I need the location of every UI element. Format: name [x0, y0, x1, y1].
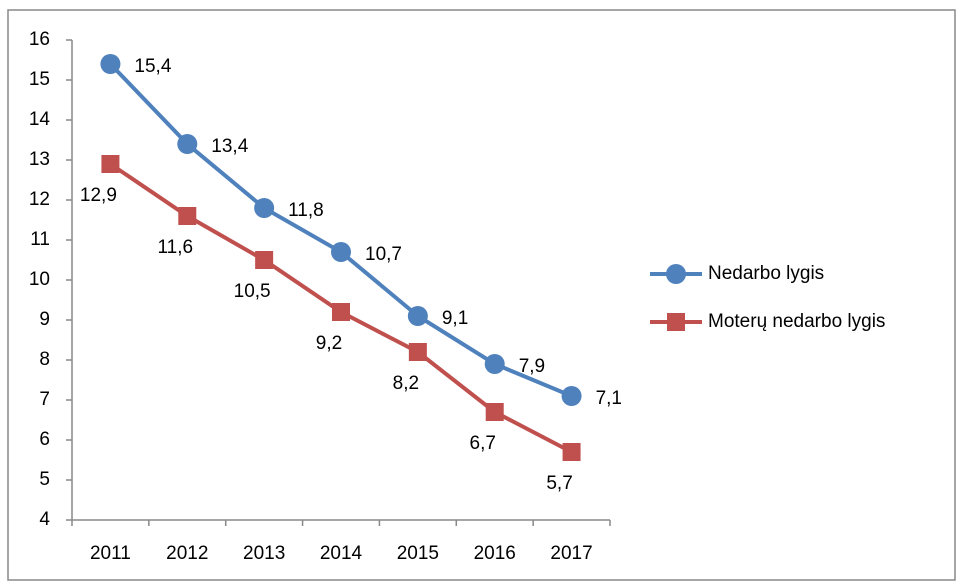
data-label: 6,7	[470, 433, 496, 454]
x-tick-label: 2013	[243, 543, 285, 564]
marker	[101, 155, 120, 173]
y-tick-label: 7	[39, 389, 50, 410]
marker	[485, 403, 504, 421]
marker	[561, 386, 582, 406]
legend-label: Nedarbo lygis	[708, 263, 824, 284]
data-label: 11,6	[157, 237, 193, 258]
x-tick-label: 2016	[474, 543, 516, 564]
data-label: 7,1	[596, 388, 622, 409]
y-tick-label: 15	[29, 69, 50, 90]
data-label: 9,2	[316, 333, 342, 354]
marker	[100, 54, 121, 74]
x-tick-label: 2012	[166, 543, 208, 564]
y-tick-label: 9	[39, 309, 50, 330]
marker	[254, 198, 275, 218]
data-label: 5,7	[546, 473, 572, 494]
marker	[667, 313, 685, 331]
legend-label: Moterų nedarbo lygis	[708, 311, 885, 332]
marker	[484, 354, 505, 374]
x-tick-label: 2011	[90, 543, 131, 564]
x-tick-label: 2014	[320, 543, 363, 564]
y-tick-label: 13	[29, 149, 50, 170]
x-tick-label: 2015	[397, 543, 439, 564]
data-label: 8,2	[393, 373, 419, 394]
chart-border	[7, 9, 956, 581]
data-label: 7,9	[519, 356, 545, 377]
y-tick-label: 16	[29, 29, 50, 50]
marker	[331, 242, 351, 262]
marker	[666, 264, 686, 284]
y-tick-label: 5	[39, 469, 50, 490]
y-tick-label: 6	[39, 429, 50, 450]
data-label: 15,4	[134, 56, 171, 77]
x-tick-label: 2017	[550, 543, 592, 564]
y-tick-label: 8	[39, 349, 50, 370]
marker	[177, 134, 198, 154]
y-tick-label: 10	[29, 269, 50, 290]
marker	[178, 207, 197, 225]
data-label: 10,7	[365, 244, 402, 265]
marker	[408, 343, 427, 361]
y-tick-label: 14	[29, 109, 51, 130]
data-label: 13,4	[211, 136, 248, 157]
marker	[407, 306, 428, 326]
y-tick-label: 4	[39, 509, 50, 530]
marker	[332, 303, 350, 321]
data-label: 12,9	[80, 185, 117, 206]
y-tick-label: 11	[30, 229, 50, 250]
data-label: 11,8	[288, 200, 324, 221]
data-label: 10,5	[234, 281, 271, 302]
marker	[255, 251, 274, 269]
y-tick-label: 12	[29, 189, 50, 210]
marker	[562, 443, 581, 461]
data-label: 9,1	[442, 308, 468, 329]
